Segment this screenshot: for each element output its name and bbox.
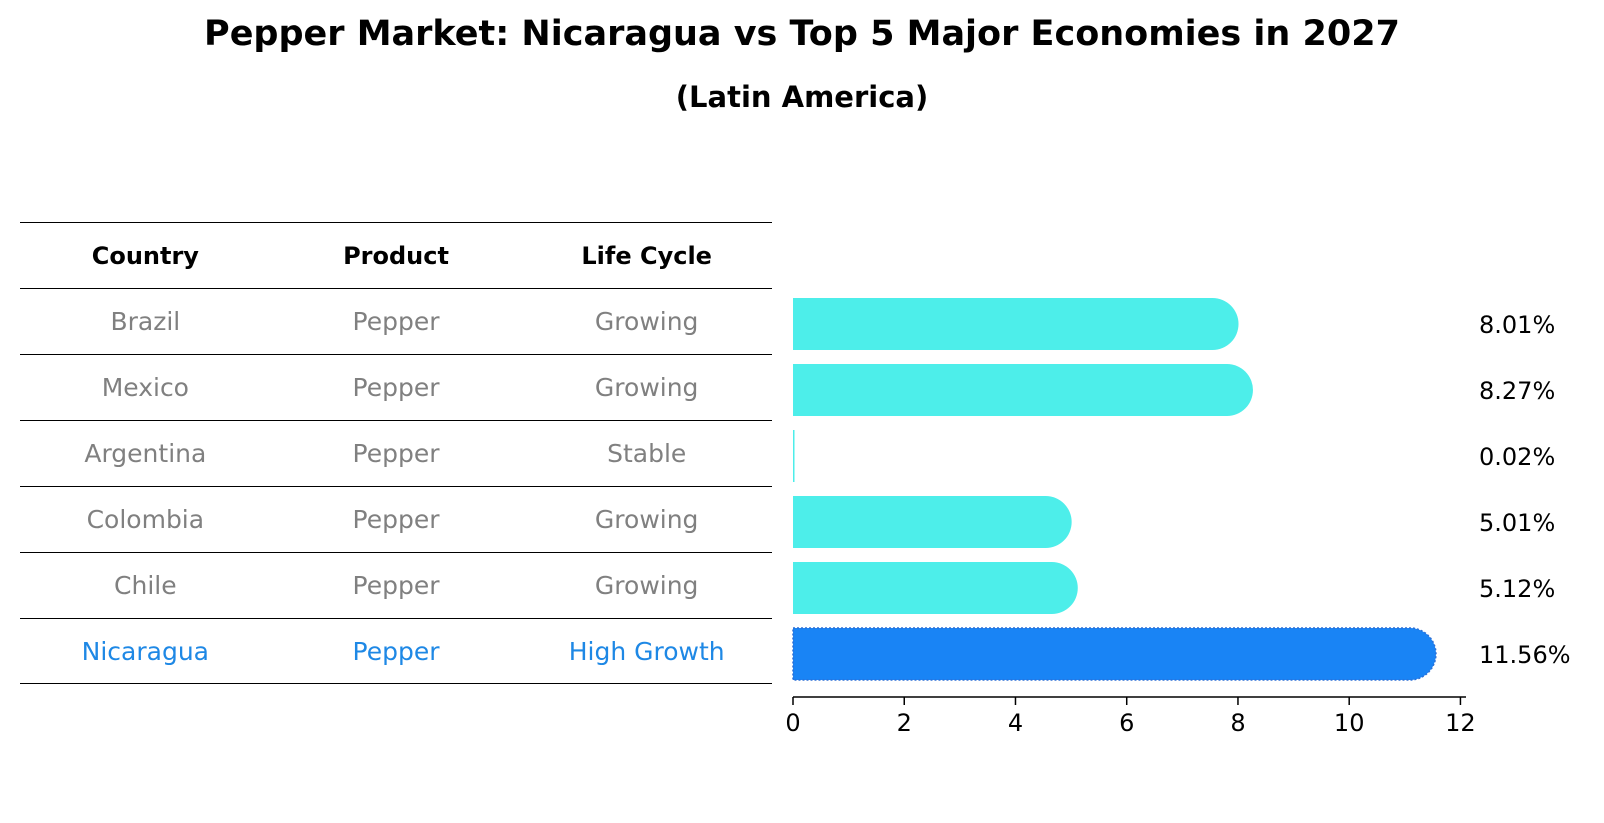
x-tick-label: 6 [1119, 709, 1134, 737]
bar-mexico [793, 364, 1253, 416]
header-product: Product [343, 241, 449, 270]
x-tick-label: 10 [1334, 709, 1365, 737]
cell-life-cycle: Growing [594, 373, 699, 402]
x-tick-label: 0 [785, 709, 800, 737]
x-tick-label: 2 [897, 709, 912, 737]
cell-life-cycle: Growing [594, 307, 699, 336]
cell-country: Brazil [110, 307, 181, 336]
value-label-nicaragua: 11.56% [1479, 641, 1571, 669]
data-table: Country Product Life Cycle Brazil Pepper… [20, 222, 772, 684]
table-row: Colombia Pepper Growing [20, 486, 772, 552]
header-country: Country [91, 241, 199, 270]
value-label-brazil: 8.01% [1479, 311, 1555, 339]
chart-subtitle: (Latin America) [675, 80, 929, 114]
table-row-highlight: Nicaragua Pepper High Growth [20, 618, 772, 684]
chart-title: Pepper Market: Nicaragua vs Top 5 Major … [204, 14, 1400, 54]
cell-product: Pepper [352, 373, 440, 402]
cell-life-cycle: Growing [594, 505, 699, 534]
table-row: Brazil Pepper Growing [20, 288, 772, 354]
x-tick-label: 8 [1230, 709, 1245, 737]
table-row: Mexico Pepper Growing [20, 354, 772, 420]
x-tick-label: 4 [1008, 709, 1023, 737]
bar-argentina [793, 430, 795, 482]
value-label-colombia: 5.01% [1479, 509, 1555, 537]
header-life-cycle: Life Cycle [581, 241, 712, 270]
cell-life-cycle: Stable [607, 439, 687, 468]
cell-country: Mexico [101, 373, 189, 402]
bar-colombia [793, 496, 1072, 548]
cell-country: Chile [114, 571, 177, 600]
cell-product: Pepper [352, 636, 440, 666]
bar-nicaragua [792, 627, 1437, 681]
cell-product: Pepper [352, 439, 440, 468]
cell-life-cycle: Growing [594, 571, 699, 600]
value-label-chile: 5.12% [1479, 575, 1555, 603]
bar-chile [793, 562, 1078, 614]
x-tick-label: 12 [1445, 709, 1476, 737]
cell-life-cycle: High Growth [568, 636, 725, 666]
cell-country: Colombia [86, 505, 205, 534]
value-label-mexico: 8.27% [1479, 377, 1555, 405]
table-header-row: Country Product Life Cycle [20, 222, 772, 288]
bar-brazil [793, 298, 1239, 350]
table-row: Chile Pepper Growing [20, 552, 772, 618]
value-label-argentina: 0.02% [1479, 443, 1555, 471]
cell-country: Nicaragua [81, 636, 209, 666]
cell-product: Pepper [352, 505, 440, 534]
cell-product: Pepper [352, 571, 440, 600]
table-row: Argentina Pepper Stable [20, 420, 772, 486]
cell-country: Argentina [84, 439, 207, 468]
cell-product: Pepper [352, 307, 440, 336]
